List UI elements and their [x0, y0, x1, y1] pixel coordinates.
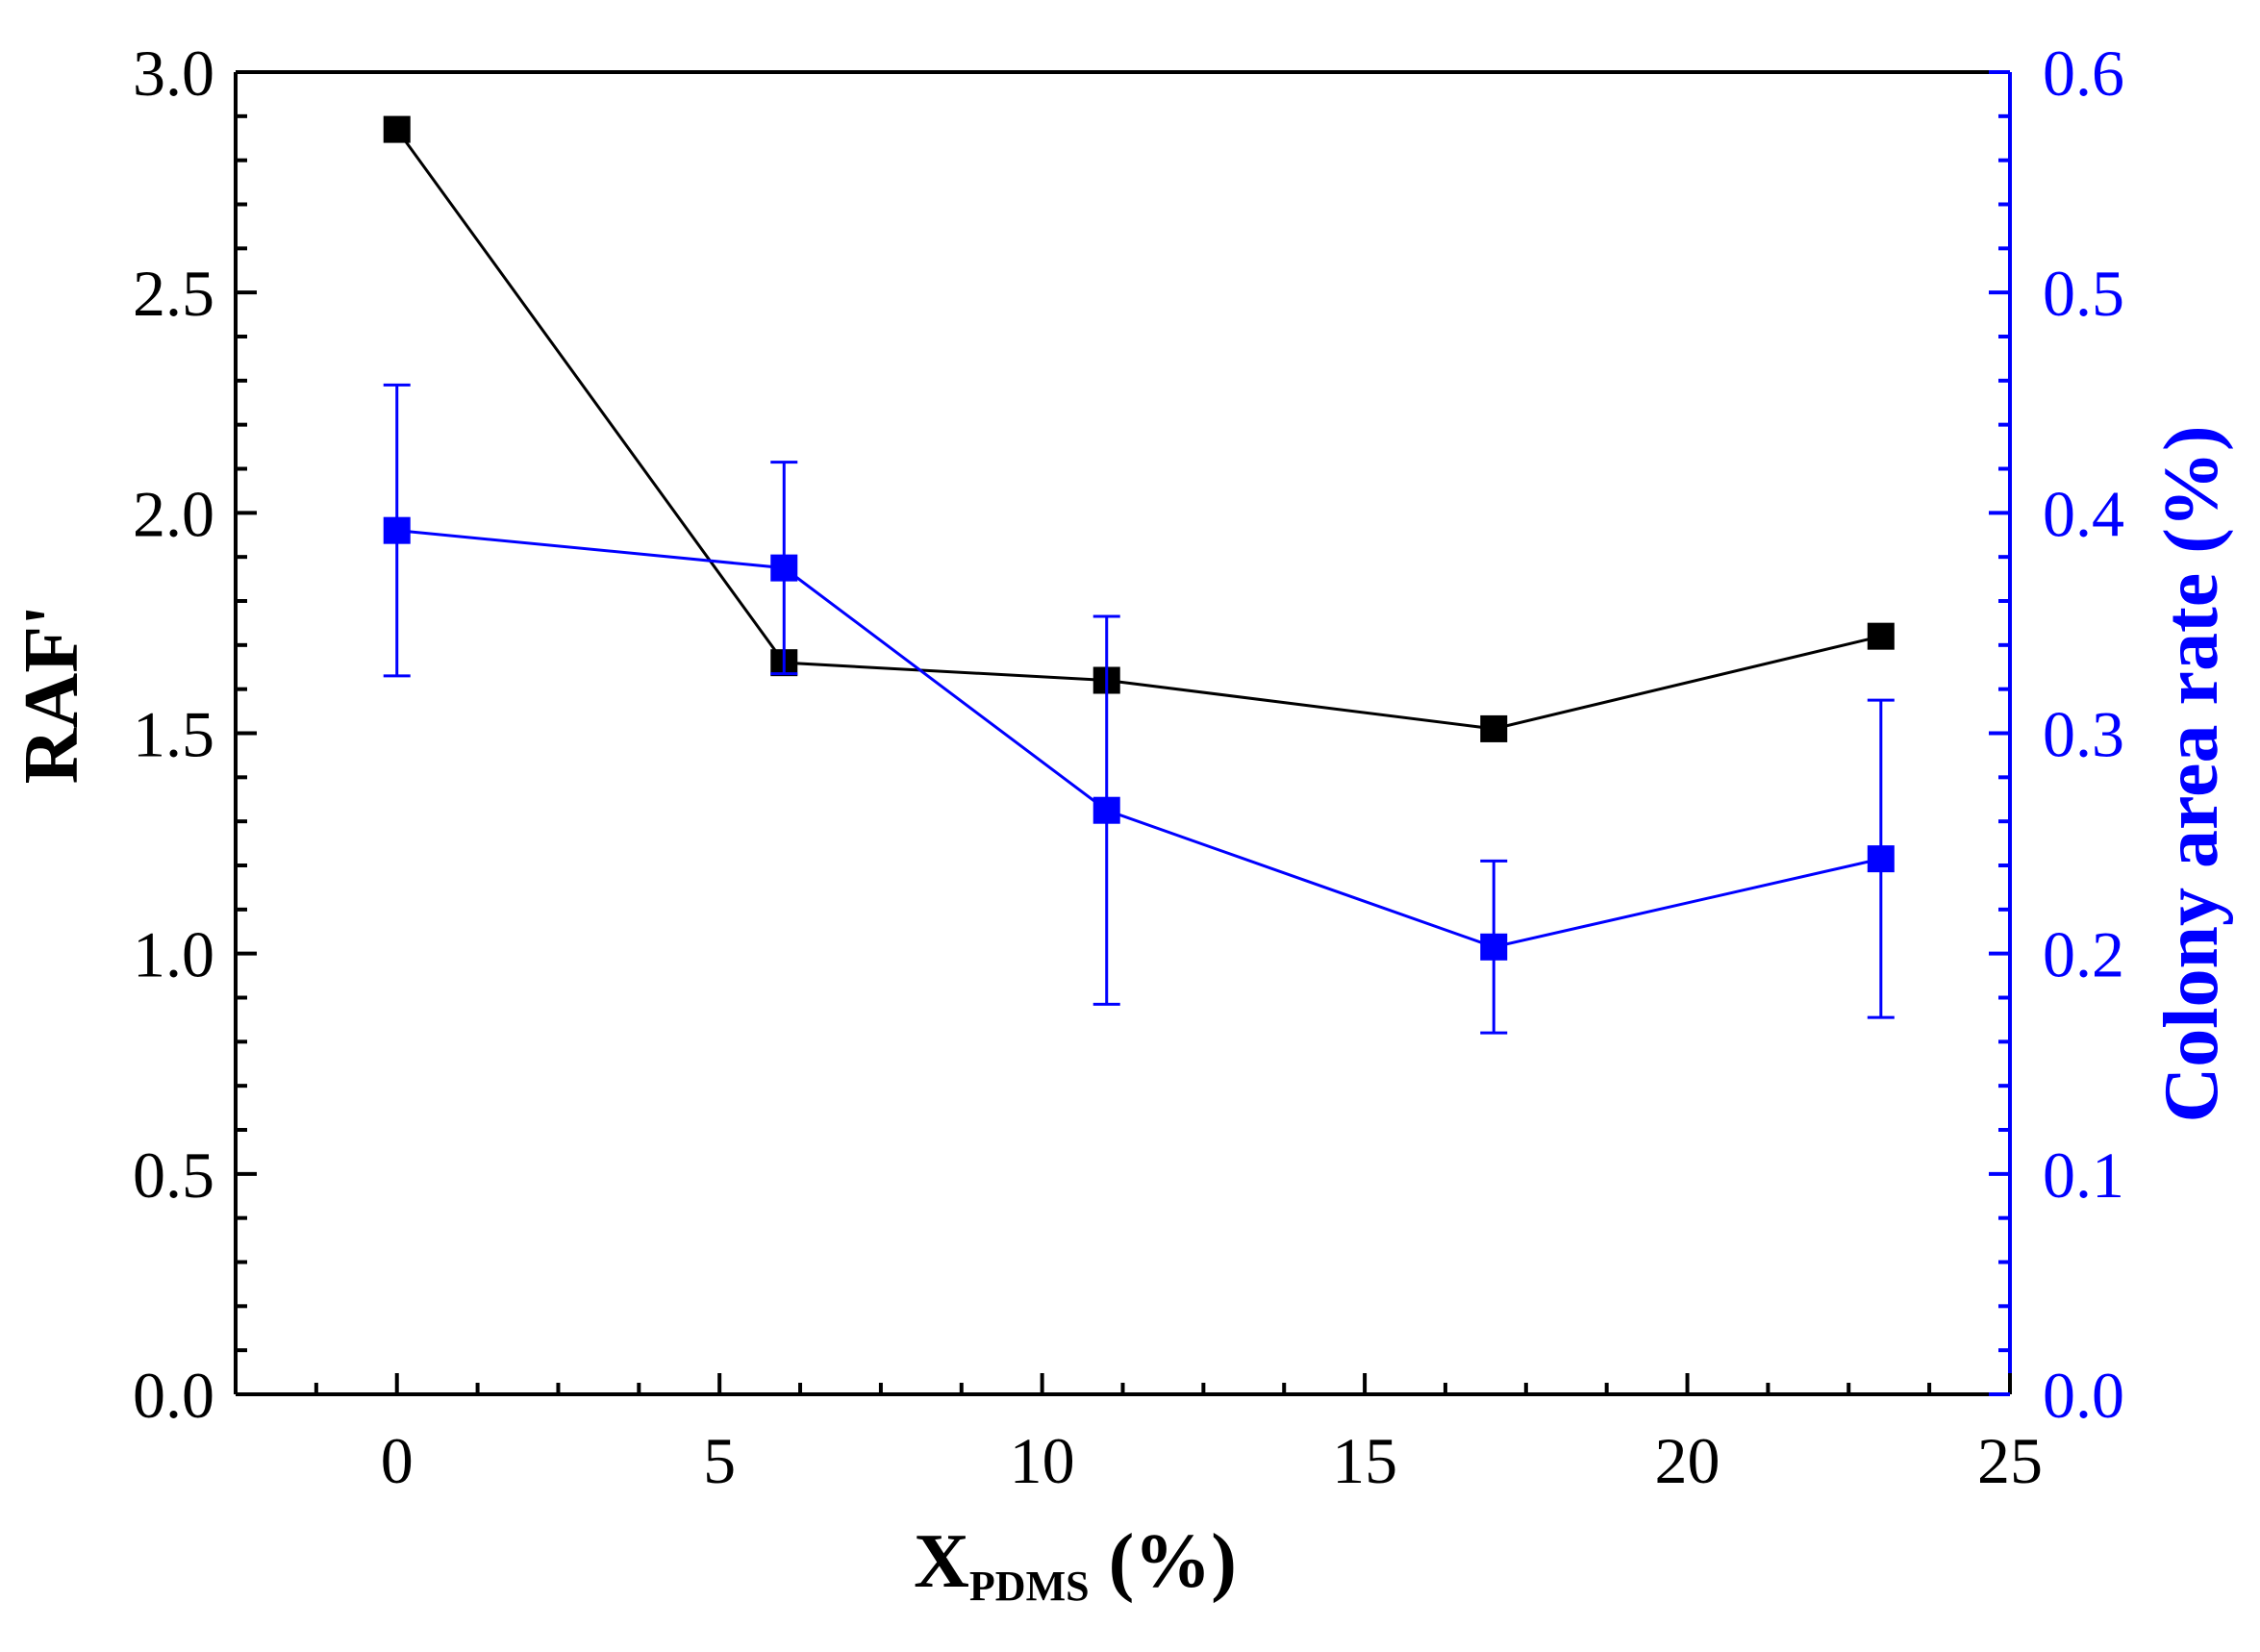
x-tick-label: 10	[1010, 1424, 1075, 1497]
x-axis-title-unit: (%)	[1090, 1519, 1237, 1604]
y-right-tick-label: 0.1	[2043, 1139, 2124, 1212]
data-point	[1867, 622, 1895, 650]
x-tick-label: 5	[703, 1424, 736, 1497]
x-axis-title-sub: PDMS	[969, 1563, 1090, 1610]
y-right-tick-label: 0.4	[2043, 477, 2124, 550]
data-point	[770, 554, 798, 582]
x-axis-title-main: X	[914, 1519, 969, 1604]
y-axis-left-title: RAF'	[10, 605, 94, 785]
data-point	[1480, 933, 1508, 961]
data-point	[383, 115, 411, 143]
y-left-tick-label: 2.5	[133, 257, 214, 330]
y-right-tick-label: 0.0	[2043, 1359, 2124, 1432]
x-tick-label: 20	[1655, 1424, 1720, 1497]
y-right-tick-label: 0.2	[2043, 918, 2124, 991]
x-tick-label: 0	[381, 1424, 414, 1497]
y-left-tick-label: 0.0	[133, 1359, 214, 1432]
y-left-tick-label: 1.0	[133, 918, 214, 991]
data-point	[1867, 845, 1895, 873]
x-axis: 0 5 10 15 20 25	[234, 1373, 2043, 1497]
y-axis-right: 0.0 0.1 0.2 0.3 0.4 0.5 0.6	[1989, 37, 2124, 1432]
y-axis-left: 0.0 0.5 1.0 1.5 2.0 2.5 3.0	[133, 37, 257, 1432]
y-right-tick-label: 0.5	[2043, 257, 2124, 330]
data-point	[1480, 714, 1508, 742]
y-left-tick-label: 1.5	[133, 698, 214, 771]
series-layer	[383, 115, 1895, 1035]
data-point	[1092, 796, 1120, 824]
x-tick-label: 25	[1977, 1424, 2043, 1497]
series-2	[383, 383, 1895, 1035]
y-right-tick-label: 0.3	[2043, 698, 2124, 771]
y-left-tick-label: 3.0	[133, 37, 214, 110]
x-axis-title: XPDMS (%)	[914, 1519, 1237, 1610]
y-right-tick-label: 0.6	[2043, 37, 2124, 110]
series-1	[383, 115, 1895, 742]
y-left-tick-label: 0.5	[133, 1139, 214, 1212]
y-left-tick-label: 2.0	[133, 477, 214, 550]
series-1-line	[395, 128, 1882, 731]
series-2-line	[396, 529, 1882, 949]
plot-frame	[234, 70, 2012, 1396]
y-axis-right-title: Colony area rate (%)	[2149, 426, 2234, 1123]
x-tick-label: 15	[1332, 1424, 1397, 1497]
data-point	[383, 516, 411, 544]
